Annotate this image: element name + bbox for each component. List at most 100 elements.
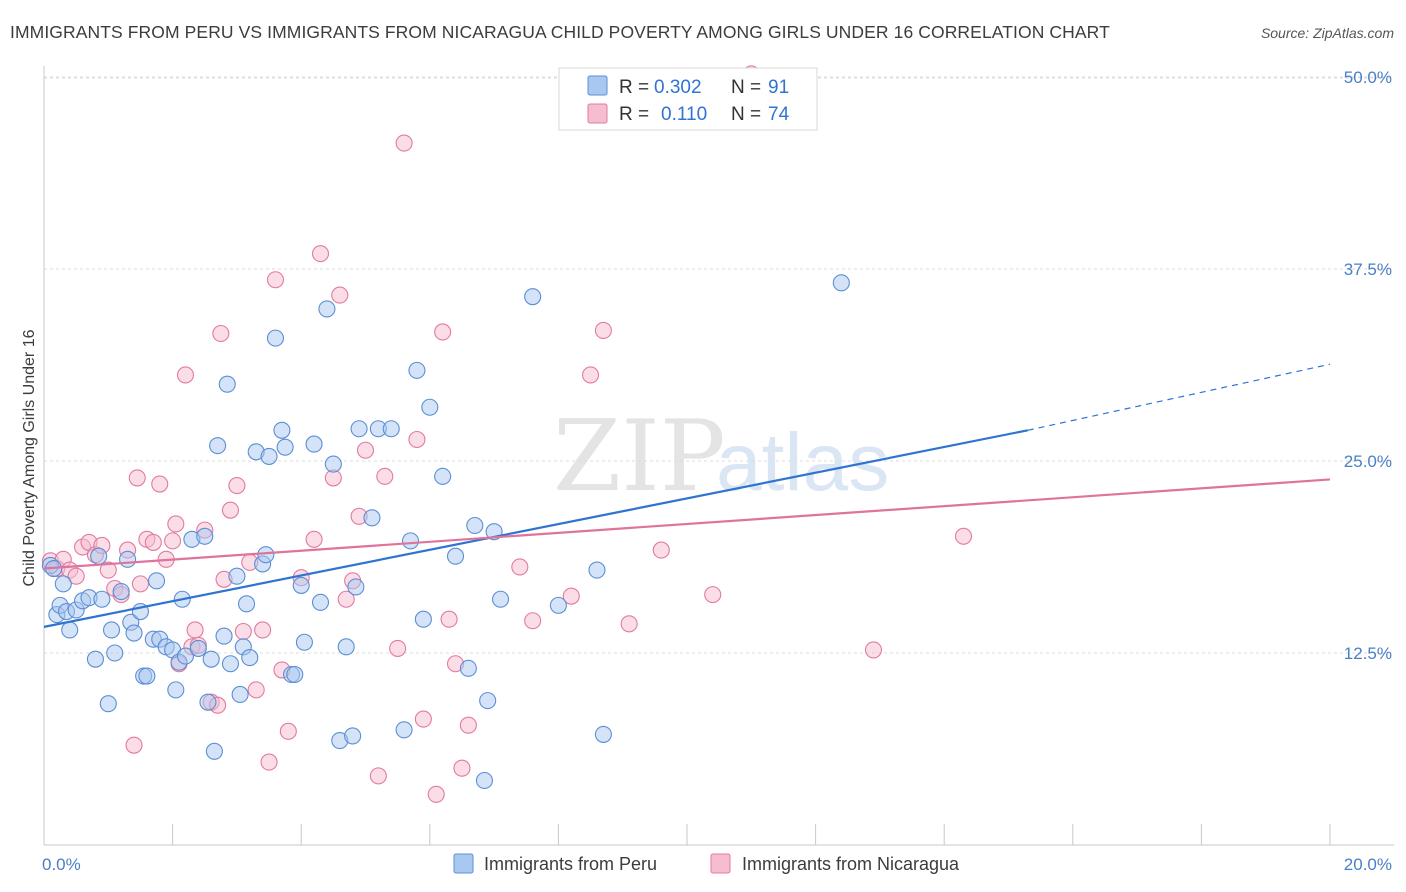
peru-point-77 (459, 659, 477, 677)
trend-line-peru (43, 429, 1029, 628)
peru-point-51 (266, 329, 285, 347)
peru-point-65 (347, 578, 365, 596)
nicaragua-point-21 (167, 515, 185, 533)
nicaragua-point-43 (305, 530, 323, 548)
peru-point-58 (305, 435, 323, 453)
peru-point-49 (257, 546, 275, 564)
peru-point-14 (102, 621, 121, 639)
nicaragua-point-18 (151, 475, 169, 493)
legend-r-label: R = (619, 77, 649, 98)
peru-point-28 (167, 681, 185, 699)
peru-point-85 (588, 561, 606, 579)
legend-r-value-peru: 0.302 (654, 77, 702, 98)
nicaragua-point-55 (408, 430, 426, 449)
nicaragua-point-13 (125, 736, 143, 754)
peru-point-71 (401, 532, 420, 550)
x-tick-label-min: 0.0% (42, 855, 81, 874)
nicaragua-point-25 (186, 621, 204, 639)
nicaragua-point-69 (652, 541, 670, 559)
nicaragua-point-65 (562, 587, 580, 605)
peru-point-57 (295, 633, 313, 651)
nicaragua-point-47 (337, 590, 355, 608)
peru-point-56 (292, 576, 310, 594)
nicaragua-point-51 (369, 767, 387, 785)
legend-n-value-peru: 91 (768, 77, 789, 98)
peru-point-38 (209, 437, 227, 455)
peru-point-31 (176, 647, 195, 665)
axes (43, 66, 1394, 846)
peru-point-83 (524, 288, 542, 306)
nicaragua-point-41 (279, 722, 297, 740)
nicaragua-point-4 (67, 567, 85, 585)
nicaragua-point-44 (311, 245, 330, 263)
nicaragua-point-23 (176, 366, 195, 384)
trend-line-peru-extension (1027, 363, 1331, 431)
peru-point-6 (61, 621, 79, 639)
nicaragua-point-20 (164, 532, 182, 550)
legend-swatch-nicaragua (587, 103, 608, 124)
peru-point-35 (199, 693, 217, 711)
peru-point-16 (112, 583, 130, 601)
nicaragua-point-67 (594, 321, 612, 339)
x-tick-label-max: 20.0% (1344, 855, 1392, 874)
peru-point-12 (93, 590, 111, 608)
peru-point-46 (241, 649, 259, 667)
peru-point-11 (90, 547, 108, 565)
peru-point-33 (189, 639, 207, 657)
tick-labels: 12.5% 25.0% 37.5% 50.0% 0.0% 20.0% (42, 68, 1392, 874)
y-tick-label-0: 12.5% (1344, 644, 1392, 663)
peru-point-34 (196, 527, 214, 545)
legend-swatch-peru (587, 75, 608, 96)
y-tick-label-3: 50.0% (1344, 68, 1392, 87)
nicaragua-point-57 (427, 785, 445, 803)
peru-point-76 (446, 547, 465, 565)
peru-point-73 (414, 610, 432, 628)
nicaragua-point-66 (581, 366, 600, 384)
nicaragua-point-17 (144, 533, 162, 551)
watermark-atlas: atlas (716, 417, 889, 508)
nicaragua-point-52 (376, 467, 394, 485)
nicaragua-point-54 (395, 134, 413, 152)
nicaragua-point-72 (864, 641, 883, 659)
peru-point-87 (832, 274, 850, 292)
peru-point-60 (318, 300, 336, 318)
peru-point-22 (138, 667, 156, 685)
nicaragua-point-73 (954, 527, 973, 545)
peru-point-53 (276, 438, 294, 456)
bottom-legend: Immigrants from Peru Immigrants from Nic… (453, 853, 960, 874)
nicaragua-point-68 (620, 615, 638, 633)
nicaragua-point-63 (511, 558, 529, 576)
peru-point-80 (479, 692, 497, 710)
nicaragua-point-64 (524, 612, 542, 630)
peru-point-78 (466, 516, 484, 535)
nicaragua-point-15 (131, 575, 149, 593)
legend-n-value-nicaragua: 74 (768, 104, 790, 125)
y-tick-label-2: 37.5% (1344, 260, 1392, 279)
peru-point-42 (228, 567, 246, 585)
legend: R = 0.302 N = 91 R = 0.110 N = 74 (558, 67, 818, 131)
nicaragua-point-30 (212, 324, 230, 343)
peru-point-69 (382, 420, 400, 438)
nicaragua-point-32 (221, 501, 240, 519)
trend-line-nicaragua (43, 478, 1331, 570)
peru-point-55 (286, 665, 304, 684)
nicaragua-point-39 (266, 271, 285, 289)
peru-point-74 (421, 398, 439, 416)
peru-point-39 (215, 627, 233, 645)
y-tick-label-1: 25.0% (1344, 452, 1392, 471)
nicaragua-point-33 (228, 477, 246, 495)
bottom-legend-swatch-peru (453, 853, 474, 874)
legend-r-label-2: R = (619, 104, 649, 125)
legend-n-label-2: N = (731, 104, 761, 125)
bottom-legend-label-nicaragua: Immigrants from Nicaragua (742, 854, 960, 874)
peru-point-82 (491, 590, 510, 608)
nicaragua-point-9 (99, 561, 117, 579)
nicaragua-point-36 (247, 681, 265, 699)
peru-point-13 (99, 695, 117, 713)
nicaragua-point-70 (704, 586, 722, 604)
peru-point-61 (324, 455, 342, 473)
nicaragua-point-14 (128, 469, 146, 487)
peru-point-41 (221, 655, 240, 673)
y-axis-label: Child Poverty Among Girls Under 16 (21, 329, 38, 586)
source-label: Source: ZipAtlas.com (1260, 25, 1394, 41)
